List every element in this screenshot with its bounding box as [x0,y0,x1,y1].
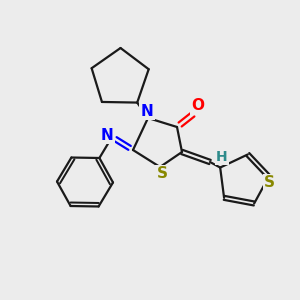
Text: S: S [157,167,167,182]
Text: H: H [216,150,228,164]
Text: N: N [141,103,153,118]
Text: N: N [100,128,113,142]
Text: O: O [191,98,205,113]
Text: S: S [264,175,275,190]
